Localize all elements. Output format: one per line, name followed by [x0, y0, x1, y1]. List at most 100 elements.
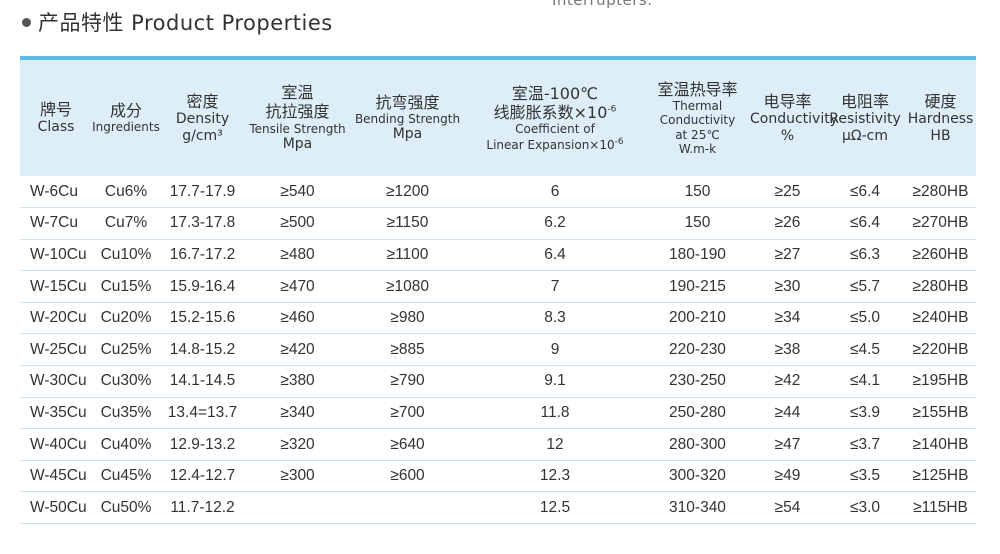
table-cell: 250-280 [645, 397, 750, 430]
table-cell: ≤5.7 [825, 270, 905, 303]
header-bending: 抗弯强度 Bending Strength Mpa [350, 60, 465, 176]
table-cell: 12.5 [465, 491, 645, 525]
table-row: W-35Cu Cu35% 13.4=13.7 ≥340 ≥700 11.8 250-280 ≥… [20, 397, 976, 430]
table-cell: ≥54 [750, 491, 825, 525]
table-cell: 12.4-12.7 [160, 460, 245, 493]
header-ingredients-en: Ingredients [92, 120, 160, 135]
table-cell: ≥600 [350, 460, 465, 493]
table-row: W-30Cu Cu30% 14.1-14.5 ≥380 ≥790 9.1 230-250 ≥4… [20, 365, 976, 398]
table-cell: 220-230 [645, 333, 750, 367]
table-cell: 8.3 [465, 302, 645, 335]
header-expansion-en2-line: Linear Expansion×10-6 [465, 137, 645, 152]
table-cell: ≥1080 [350, 270, 465, 303]
table-cell: 200-210 [645, 302, 750, 335]
header-resistivity-zh: 电阻率 [840, 91, 889, 111]
table-cell: Cu20% [92, 302, 160, 335]
table-cell: 13.4=13.7 [160, 397, 245, 430]
table-cell: W-50Cu [20, 491, 92, 525]
table-cell: Cu40% [92, 428, 160, 461]
table-cell: Cu45% [92, 460, 160, 493]
table-cell: ≤6.4 [825, 176, 905, 209]
header-tensile-zh: 室温 [281, 83, 314, 103]
table-cell: ≤3.0 [825, 491, 905, 525]
section-heading: 产品特性 Product Properties [22, 8, 333, 36]
table-cell: ≥155HB [905, 397, 976, 430]
header-tensile-unit: Mpa [282, 135, 313, 152]
header-conductivity-en: Conductivity [750, 110, 838, 127]
table-cell: 9.1 [465, 365, 645, 398]
table-cell: ≤3.9 [825, 397, 905, 430]
header-thermal: 室温热导率 Thermal Conductivity at 25℃ W.m-k [645, 60, 750, 176]
table-cell: Cu7% [92, 207, 160, 240]
table-cell: ≥42 [750, 365, 825, 398]
table-cell: 6.4 [465, 239, 645, 272]
table-cell: ≥540 [245, 176, 350, 209]
header-expansion-en: Coefficient of [515, 122, 595, 137]
table-cell: ≥44 [750, 397, 825, 430]
header-expansion-en2-sup: -6 [614, 136, 624, 147]
table-cell: 16.7-17.2 [160, 239, 245, 272]
table-cell: ≥1150 [350, 207, 465, 240]
header-hardness-en: Hardness [907, 110, 974, 127]
header-thermal-unit: W.m-k [678, 141, 717, 156]
table-row: W-25Cu Cu25% 14.8-15.2 ≥420 ≥885 9 220-230 ≥38 ≤… [20, 333, 976, 367]
table-body: W-6Cu Cu6% 17.7-17.9 ≥540 ≥1200 6 150 ≥25 ≤6.4 ≥2… [20, 176, 976, 525]
header-density: 密度 Density g/cm³ [160, 60, 245, 176]
table-row: W-7Cu Cu7% 17.3-17.8 ≥500 ≥1150 6.2 150 ≥26 ≤6.4… [20, 207, 976, 240]
header-bending-unit: Mpa [392, 126, 423, 143]
table-cell: 150 [645, 176, 750, 209]
header-expansion-zh2: 线膨胀系数×10 [493, 103, 608, 123]
table-cell: ≥34 [750, 302, 825, 335]
table-cell: Cu15% [92, 270, 160, 303]
table-cell: Cu6% [92, 176, 160, 209]
table-cell: ≥380 [245, 365, 350, 398]
table-header-row: 牌号 Class 成分 Ingredients 密度 Density g/cm³… [20, 60, 976, 176]
table-cell: 11.7-12.2 [160, 491, 245, 525]
header-density-en: Density [175, 110, 230, 127]
table-cell: W-45Cu [20, 460, 92, 493]
table-cell: 11.8 [465, 397, 645, 430]
table-cell: ≥125HB [905, 460, 976, 493]
table-cell: ≥640 [350, 428, 465, 461]
table-row: W-15Cu Cu15% 15.9-16.4 ≥470 ≥1080 7 190-215 ≥30… [20, 270, 976, 303]
table-top-border [20, 56, 976, 60]
table-cell: ≥240HB [905, 302, 976, 335]
table-cell: 15.9-16.4 [160, 270, 245, 303]
header-class-zh: 牌号 [39, 100, 72, 119]
table-cell: ≥280HB [905, 270, 976, 303]
table-cell: ≥340 [245, 397, 350, 430]
header-thermal-en2: at 25℃ [675, 127, 720, 142]
table-cell: 12.9-13.2 [160, 428, 245, 461]
header-expansion-zh2-line: 线膨胀系数×10-6 [465, 103, 645, 122]
table-cell: ≥220HB [905, 333, 976, 367]
table-row: W-50Cu Cu50% 11.7-12.2 12.5 310-340 ≥54 ≤3.0 ≥1… [20, 491, 976, 525]
header-class-en: Class [37, 119, 75, 136]
table-cell: W-10Cu [20, 239, 92, 272]
table-cell: ≥470 [245, 270, 350, 303]
header-expansion-en2: Linear Expansion×10 [486, 137, 615, 152]
header-expansion-sup: -6 [607, 104, 617, 115]
table-cell: ≥270HB [905, 207, 976, 240]
header-tensile-zh2: 抗拉强度 [265, 102, 330, 122]
table-cell: Cu30% [92, 365, 160, 398]
header-hardness-zh: 硬度 [924, 91, 957, 111]
table-cell: 280-300 [645, 428, 750, 461]
table-cell: ≥460 [245, 302, 350, 335]
table-cell: ≥115HB [905, 491, 976, 525]
table-cell: ≤3.7 [825, 428, 905, 461]
table-cell: ≥320 [245, 428, 350, 461]
header-conductivity-zh: 电导率 [763, 91, 812, 111]
table-cell: 17.7-17.9 [160, 176, 245, 209]
header-resistivity-en: Resistivity [829, 110, 901, 127]
header-thermal-zh: 室温热导率 [657, 79, 738, 99]
table-cell: ≥885 [350, 333, 465, 367]
header-ingredients: 成分 Ingredients [92, 60, 160, 176]
table-cell: ≥195HB [905, 365, 976, 398]
header-hardness: 硬度 Hardness HB [905, 60, 976, 176]
header-bending-zh: 抗弯强度 [375, 92, 440, 112]
table-cell: Cu35% [92, 397, 160, 430]
table-row: W-45Cu Cu45% 12.4-12.7 ≥300 ≥600 12.3 300-320 ≥… [20, 460, 976, 493]
table-cell: ≥300 [245, 460, 350, 493]
table-cell: 14.1-14.5 [160, 365, 245, 398]
table-cell: ≥47 [750, 428, 825, 461]
